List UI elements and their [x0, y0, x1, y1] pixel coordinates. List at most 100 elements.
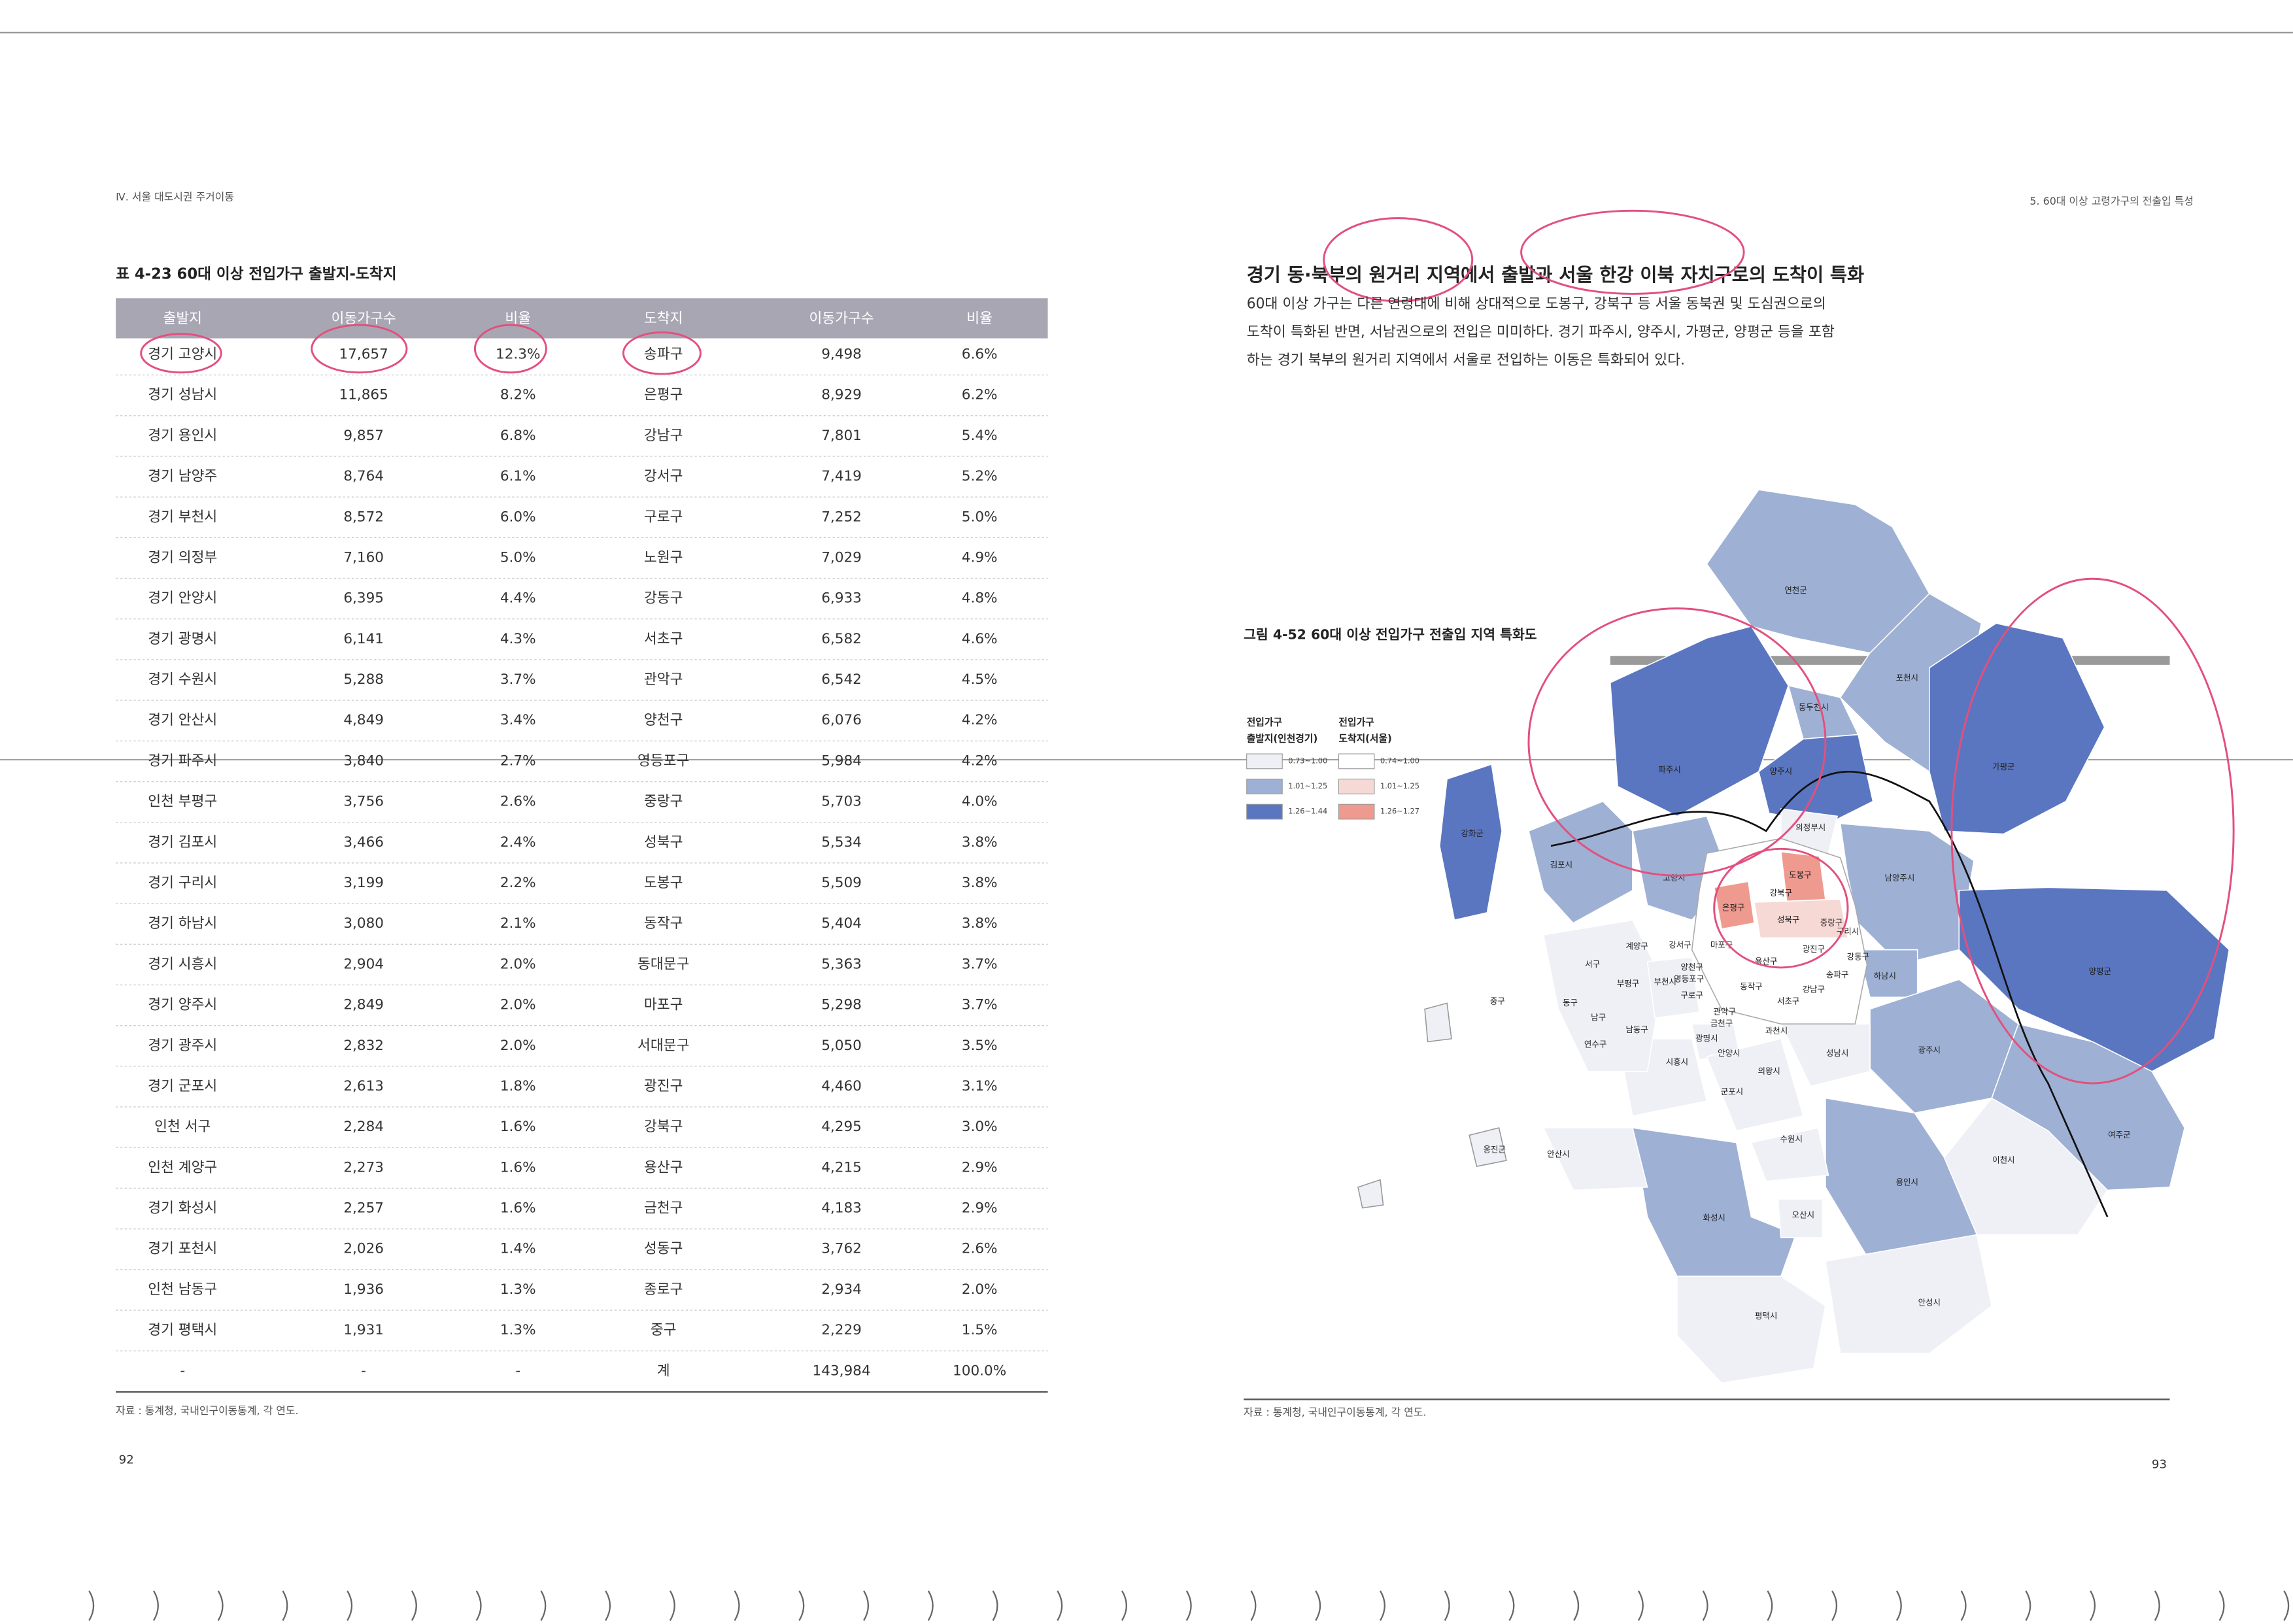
table-cell: 5,288 [343, 671, 384, 688]
table-cell: 1.3% [500, 1281, 536, 1298]
region [1777, 1198, 1824, 1238]
figure-title: 그림 4-52 60대 이상 전입가구 전출입 지역 특화도 [1244, 626, 1537, 642]
table-cell: 인천 서구 [154, 1119, 211, 1135]
map-label: 남구 [1591, 1013, 1606, 1023]
table-cell: 4,215 [821, 1159, 862, 1176]
table-cell: - [361, 1362, 366, 1379]
table-cell: 5,534 [821, 834, 862, 851]
binding-hole [1250, 1590, 1257, 1621]
binding-hole [347, 1590, 353, 1621]
binding-hole [1831, 1590, 1838, 1621]
legend-label: 1.01~1.25 [1380, 781, 1419, 790]
table-cell: 2.6% [962, 1241, 998, 1257]
table-cell: 2.9% [962, 1200, 998, 1217]
map-label: 중구 [1490, 996, 1505, 1006]
legend-title: 출발지(인천경기) [1247, 732, 1317, 744]
table-cell: 3.0% [962, 1119, 998, 1135]
region [1958, 887, 2230, 1072]
table-cell: 강북구 [644, 1119, 683, 1135]
table-cell: 도봉구 [644, 875, 683, 891]
region [1825, 1234, 1993, 1354]
table-cell: 경기 김포시 [148, 834, 217, 851]
table-cell: 1.3% [500, 1322, 536, 1338]
paragraph-line: 60대 이상 가구는 다른 연령대에 비해 상대적으로 도봉구, 강북구 등 서… [1247, 296, 1826, 312]
table-cell: 9,498 [821, 346, 862, 362]
table-cell: 3,080 [343, 915, 384, 932]
table-cell: 경기 안양시 [148, 590, 217, 607]
map-label: 광진구 [1803, 944, 1825, 954]
table-cell: 마포구 [644, 997, 683, 1013]
table-cell: 3.7% [962, 956, 998, 972]
binding [88, 1590, 2290, 1621]
region [1706, 1038, 1804, 1132]
island [1357, 1179, 1384, 1209]
map-label: 강남구 [1803, 984, 1825, 994]
table-cell: 1.8% [500, 1078, 536, 1094]
table-cell: 중구 [651, 1322, 677, 1338]
table-cell: 2.1% [500, 915, 536, 932]
table-cell: 2,613 [343, 1078, 384, 1094]
column-header: 이동가구수 [809, 311, 874, 327]
map-label: 옹진군 [1484, 1145, 1506, 1155]
region [1631, 1127, 1797, 1277]
binding-hole [927, 1590, 934, 1621]
table-cell: 노원구 [644, 549, 683, 566]
hand-circle [622, 331, 702, 375]
table-cell: 4,849 [343, 712, 384, 728]
map-label: 동두천시 [1799, 702, 1829, 712]
table-cell: 7,801 [821, 428, 862, 444]
binding-hole [2090, 1590, 2096, 1621]
hand-circle [1950, 577, 2235, 1085]
binding-hole [734, 1590, 740, 1621]
map-label: 강북구 [1770, 888, 1792, 898]
table-cell: 5,050 [821, 1038, 862, 1054]
table-cell: 6,582 [821, 631, 862, 647]
table-cell: 1.4% [500, 1241, 536, 1257]
table-cell: - [515, 1362, 520, 1379]
table-cell: 4.2% [962, 712, 998, 728]
table-cell: 인천 계양구 [148, 1159, 217, 1176]
table-cell: 4.6% [962, 631, 998, 647]
map-label: 강서구 [1669, 939, 1691, 949]
table-cell: 4.2% [962, 753, 998, 769]
table-cell: 경기 용인시 [148, 428, 217, 444]
map-label: 서구 [1585, 959, 1600, 969]
map-label: 서초구 [1777, 996, 1799, 1006]
map-label: 연천군 [1784, 585, 1807, 595]
table-cell: 143,984 [812, 1362, 870, 1379]
map-label: 도봉구 [1789, 870, 1811, 880]
page-number: 92 [119, 1453, 134, 1466]
table-cell: 경기 포천시 [148, 1241, 217, 1257]
table-cell: 경기 양주시 [148, 997, 217, 1013]
binding-hole [540, 1590, 547, 1621]
boundary-line [1550, 771, 2109, 1217]
hand-circle [1520, 209, 1745, 295]
legend-swatch [1338, 779, 1375, 794]
table-cell: 인천 남동구 [148, 1281, 217, 1298]
table-cell: 은평구 [644, 387, 683, 403]
table-cell: 4,183 [821, 1200, 862, 1217]
table-cell: 강동구 [644, 590, 683, 607]
map-label: 성북구 [1777, 915, 1799, 924]
table-cell: 관악구 [644, 671, 683, 688]
table-cell: 2.2% [500, 875, 536, 891]
table-cell: 5.0% [962, 509, 998, 525]
binding-hole [2218, 1590, 2225, 1621]
map-label: 남동구 [1625, 1024, 1648, 1034]
table-cell: 1,936 [343, 1281, 384, 1298]
table-cell: 6,141 [343, 631, 384, 647]
table-cell: 2,257 [343, 1200, 384, 1217]
binding-hole [863, 1590, 870, 1621]
table-cell: 5,363 [821, 956, 862, 972]
table-cell: 4.9% [962, 549, 998, 566]
column-header: 이동가구수 [331, 311, 396, 327]
map: 그림 4-52 60대 이상 전입가구 전출입 지역 특화도 [1244, 489, 2230, 1418]
table-cell: 4.8% [962, 590, 998, 607]
map-label: 이천시 [1992, 1155, 2014, 1164]
table-cell: 2,284 [343, 1119, 384, 1135]
region [1758, 734, 1874, 824]
legend-swatch [1338, 804, 1375, 820]
map-label: 안성시 [1918, 1297, 1941, 1307]
table-cell: 6.0% [500, 509, 536, 525]
